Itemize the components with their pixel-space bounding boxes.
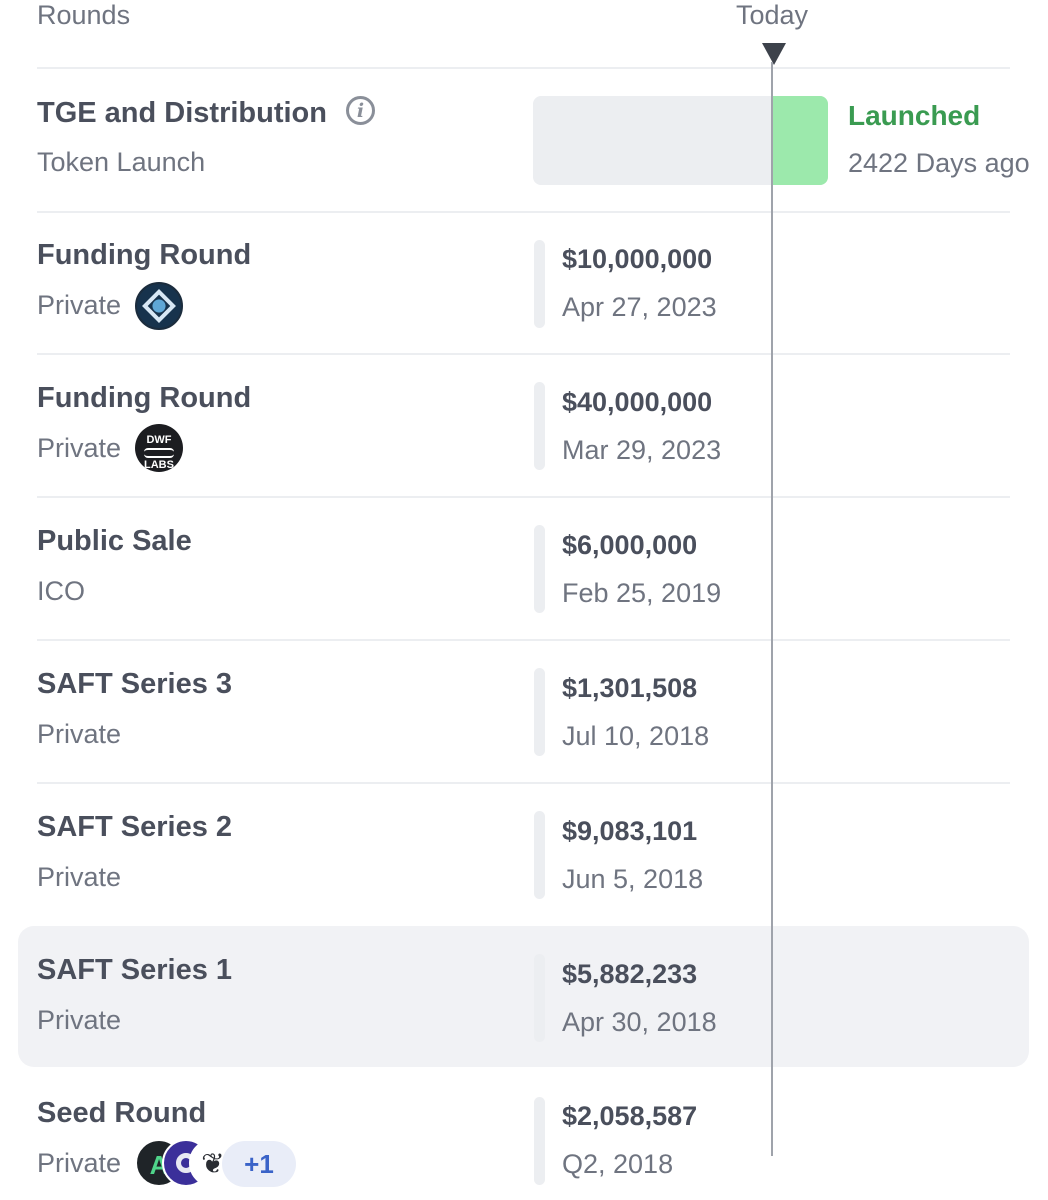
- info-icon[interactable]: i: [346, 96, 375, 125]
- round-title: Seed Round: [37, 1097, 207, 1129]
- round-title: Funding Round: [37, 382, 252, 414]
- round-type: Private: [37, 290, 122, 320]
- round-date: Mar 29, 2023: [562, 435, 722, 465]
- round-amount: $40,000,000: [562, 387, 713, 417]
- round-row-highlight[interactable]: [18, 926, 1029, 1067]
- amount-bar: [534, 954, 545, 1042]
- round-date: Q2, 2018: [562, 1149, 674, 1179]
- round-title: SAFT Series 2: [37, 811, 233, 843]
- amount-bar: [534, 240, 545, 328]
- tge-launched-fill: [773, 96, 828, 185]
- divider: [37, 639, 1010, 641]
- today-line: [771, 62, 773, 1156]
- dwf-labs-logo-icon[interactable]: DWF LABS: [135, 424, 183, 472]
- round-type: ICO: [37, 576, 86, 606]
- today-marker-icon: [762, 43, 786, 65]
- round-type: Private: [37, 433, 122, 463]
- round-type: Private: [37, 719, 122, 749]
- dwf-logo-text: DWF: [146, 434, 172, 446]
- round-title: SAFT Series 1: [37, 954, 233, 986]
- round-amount: $5,882,233: [562, 959, 698, 989]
- divider: [37, 353, 1010, 355]
- round-date: Jul 10, 2018: [562, 721, 710, 751]
- round-title: Public Sale: [37, 525, 192, 557]
- round-type: Private: [37, 862, 122, 892]
- round-title: SAFT Series 3: [37, 668, 233, 700]
- tge-status: Launched: [848, 100, 981, 131]
- tge-subtitle: Token Launch: [37, 147, 206, 177]
- divider: [37, 782, 1010, 784]
- divider: [37, 496, 1010, 498]
- divider: [37, 67, 1010, 69]
- dwf-wave-icon: [144, 448, 174, 458]
- round-title: Funding Round: [37, 239, 252, 271]
- amount-bar: [534, 668, 545, 756]
- round-date: Apr 27, 2023: [562, 292, 717, 322]
- investor-logo-icon[interactable]: [135, 282, 183, 330]
- round-date: Jun 5, 2018: [562, 864, 704, 894]
- today-column-header: Today: [736, 0, 809, 30]
- round-amount: $2,058,587: [562, 1101, 698, 1131]
- round-amount: $1,301,508: [562, 673, 698, 703]
- tge-days-ago: 2422 Days ago: [848, 148, 1030, 178]
- dwf-logo-text: LABS: [144, 459, 174, 471]
- round-date: Feb 25, 2019: [562, 578, 722, 608]
- amount-bar: [534, 382, 545, 470]
- more-investors-badge[interactable]: +1: [222, 1141, 296, 1187]
- round-amount: $6,000,000: [562, 530, 698, 560]
- tge-title: TGE and Distribution: [37, 97, 327, 129]
- round-type: Private: [37, 1005, 122, 1035]
- amount-bar: [534, 525, 545, 613]
- round-type: Private: [37, 1148, 122, 1178]
- rounds-column-header: Rounds: [37, 0, 131, 30]
- amount-bar: [534, 811, 545, 899]
- round-amount: $9,083,101: [562, 816, 698, 846]
- round-amount: $10,000,000: [562, 244, 713, 274]
- round-date: Apr 30, 2018: [562, 1007, 717, 1037]
- amount-bar: [534, 1097, 545, 1185]
- tge-timeline-bar: [533, 96, 828, 185]
- divider: [37, 211, 1010, 213]
